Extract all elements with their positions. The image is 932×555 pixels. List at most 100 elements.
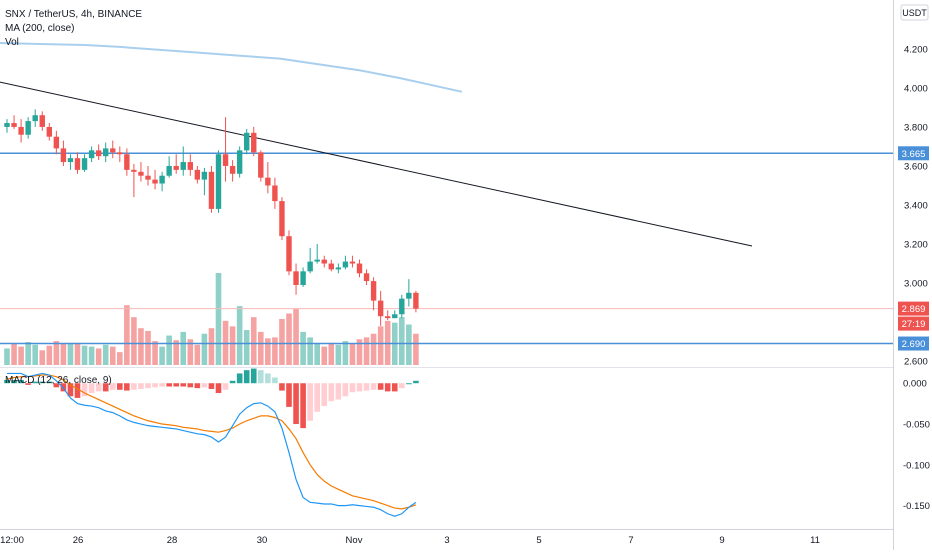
macd-histogram-bar [258, 370, 264, 384]
candle-body [11, 123, 17, 127]
macd-histogram-bar [95, 383, 102, 392]
volume-bar [300, 331, 306, 365]
candle [25, 117, 31, 139]
currency-label: USDT [902, 8, 927, 18]
candle-body [95, 150, 102, 157]
macd-histogram-bar [159, 383, 165, 387]
candle [272, 177, 278, 209]
candle-body [18, 126, 24, 135]
macd-tick-label: -0.050 [903, 420, 930, 431]
candle-body [377, 300, 384, 317]
candle-body [180, 162, 186, 170]
legend-ma[interactable]: MA (200, close) [5, 23, 75, 34]
legend-vol[interactable]: Vol [5, 37, 19, 48]
volume-bar [180, 331, 187, 365]
price-tick-label: 2.600 [904, 357, 928, 368]
candle-body [335, 267, 342, 270]
candle-body [60, 148, 67, 163]
moving-average-line [0, 42, 463, 93]
macd-line [7, 372, 417, 517]
macd-histogram-bar [25, 383, 31, 385]
candle-body [46, 126, 52, 137]
time-tick-label: 3 [444, 535, 449, 546]
candle [95, 144, 102, 161]
candle [258, 150, 264, 182]
volume-bar [335, 344, 342, 365]
candle [244, 128, 250, 155]
candle-body [81, 158, 88, 170]
volume-bar [293, 308, 299, 365]
candle [152, 169, 158, 190]
legend-macd[interactable]: MACD (12, 26, close, 9) [5, 375, 112, 386]
macd-histogram-bar [81, 383, 88, 397]
price-tick-label: 3.000 [904, 279, 928, 290]
volume-bar [11, 342, 17, 365]
candle-body [236, 150, 243, 174]
current-price-tag-text: 2.869 [902, 304, 926, 315]
volume-bar [67, 343, 74, 365]
candle [293, 263, 299, 295]
candle [251, 126, 257, 157]
macd-histogram-bar [215, 383, 222, 394]
volume-bar [187, 339, 194, 365]
candle-body [356, 263, 363, 274]
candle-body [385, 316, 391, 319]
macd-histogram-bar [300, 383, 306, 429]
macd-histogram-bar [102, 383, 109, 392]
macd-histogram-bar [243, 370, 250, 384]
candle [180, 146, 186, 176]
volume-bar [342, 341, 349, 365]
candle-body [279, 201, 285, 237]
price-tick-label: 3.200 [904, 240, 928, 251]
macd-histogram-bar [201, 383, 208, 388]
volume-bar [349, 343, 356, 365]
legend-symbol[interactable]: SNX / TetherUS, 4h, BINANCE [5, 9, 143, 20]
macd-histogram-bar [222, 383, 229, 390]
macd-histogram-bar [46, 381, 53, 384]
volume-bar [208, 328, 215, 365]
macd-histogram-bar [399, 383, 405, 389]
macd-histogram-bar [370, 383, 377, 390]
macd-tick-label: -0.100 [903, 460, 930, 471]
candle-body [215, 154, 222, 209]
macd-histogram-bar [406, 383, 412, 385]
macd-histogram-bar [349, 383, 356, 393]
candle-body [258, 152, 264, 178]
level-price-tag: 3.665 [898, 146, 929, 161]
macd-histogram-bar [138, 383, 144, 389]
countdown-tag-box [898, 316, 929, 331]
macd-tick-label: 0.000 [903, 379, 927, 390]
candle [229, 160, 236, 182]
macd-histogram-bar [335, 383, 342, 400]
candle [53, 130, 60, 155]
candle [399, 294, 405, 319]
macd-histogram-bar [88, 383, 95, 394]
candle-body [166, 165, 172, 176]
macd-histogram-bar [293, 383, 299, 425]
candle-body [342, 261, 349, 268]
candle-body [88, 150, 95, 159]
countdown-tag: 27:19 [898, 316, 929, 331]
candle-body [265, 177, 271, 186]
candle [413, 290, 419, 313]
volume-bar [258, 331, 264, 365]
candle-body [300, 271, 306, 285]
volume-bar [370, 333, 377, 365]
volume-bar [102, 344, 109, 365]
candle-body [370, 281, 377, 301]
macd-histogram-bar [286, 383, 292, 407]
volume-bar [131, 317, 137, 365]
price-tick-label: 4.200 [904, 44, 928, 55]
countdown-tag-text: 27:19 [902, 319, 926, 330]
currency-badge[interactable]: USDT [900, 4, 929, 21]
candle-body [244, 132, 250, 151]
candle [335, 263, 342, 274]
macd-histogram-bar [187, 383, 194, 388]
price-pane [0, 0, 893, 367]
volume-bar [32, 344, 38, 365]
candle [222, 117, 229, 182]
candle [406, 279, 412, 307]
candle-body [67, 158, 74, 163]
